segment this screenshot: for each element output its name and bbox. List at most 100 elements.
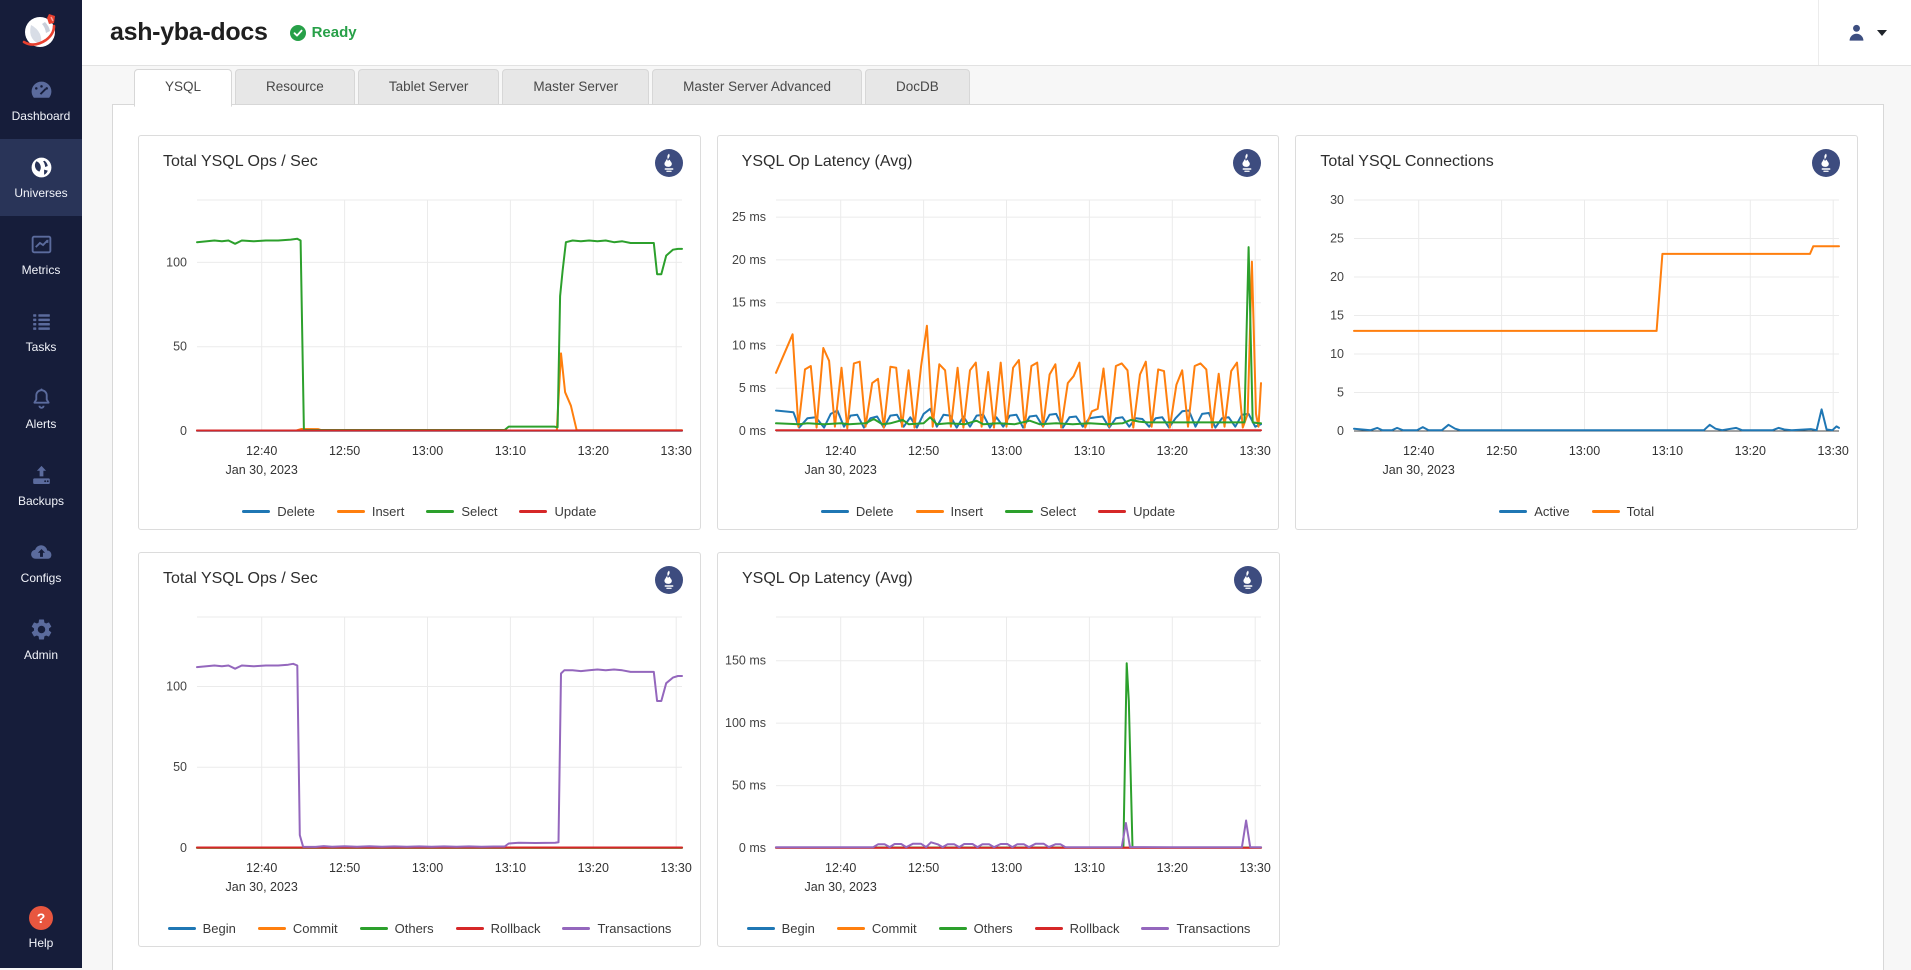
svg-text:10: 10 <box>1330 347 1344 361</box>
chart-title: Total YSQL Ops / Sec <box>163 153 318 171</box>
prometheus-icon[interactable] <box>1811 148 1841 178</box>
sidebar-item-dashboard[interactable]: Dashboard <box>0 62 82 139</box>
sidebar-item-help[interactable]: ? Help <box>0 892 82 962</box>
metrics-icon <box>29 232 54 257</box>
tab-master-server-advanced[interactable]: Master Server Advanced <box>652 69 862 105</box>
legend-item-commit[interactable]: Commit <box>258 921 338 936</box>
chart-title: YSQL Op Latency (Avg) <box>742 153 913 171</box>
legend-item-update[interactable]: Update <box>519 504 596 519</box>
admin-gear-icon <box>29 617 54 642</box>
legend-swatch <box>456 927 484 930</box>
prometheus-icon[interactable] <box>654 148 684 178</box>
sidebar-item-label: Help <box>29 936 54 950</box>
legend-swatch <box>360 927 388 930</box>
user-menu[interactable] <box>1818 0 1911 65</box>
prometheus-icon[interactable] <box>1233 565 1263 595</box>
svg-text:50: 50 <box>173 340 187 354</box>
sidebar-item-admin[interactable]: Admin <box>0 601 82 678</box>
svg-text:13:10: 13:10 <box>495 861 526 875</box>
svg-text:13:10: 13:10 <box>1074 861 1105 875</box>
chevron-down-icon <box>1877 30 1887 36</box>
sidebar-item-label: Dashboard <box>12 109 71 123</box>
page-title: ash-yba-docs <box>110 18 268 47</box>
legend-item-rollback[interactable]: Rollback <box>1035 921 1120 936</box>
check-circle-icon <box>290 25 306 41</box>
svg-text:10 ms: 10 ms <box>732 338 766 352</box>
legend-item-others[interactable]: Others <box>939 921 1013 936</box>
legend-item-insert[interactable]: Insert <box>916 504 984 519</box>
svg-text:20: 20 <box>1330 270 1344 284</box>
tab-master-server[interactable]: Master Server <box>502 69 649 105</box>
legend-item-select[interactable]: Select <box>426 504 497 519</box>
svg-text:13:00: 13:00 <box>1569 444 1600 458</box>
legend-swatch <box>562 927 590 930</box>
legend-item-delete[interactable]: Delete <box>821 504 894 519</box>
prometheus-icon[interactable] <box>1232 148 1262 178</box>
sidebar-item-label: Universes <box>14 186 67 200</box>
legend-swatch <box>1098 510 1126 513</box>
svg-text:Jan 30, 2023: Jan 30, 2023 <box>226 463 298 477</box>
svg-text:Jan 30, 2023: Jan 30, 2023 <box>804 463 876 477</box>
legend-swatch <box>1035 927 1063 930</box>
legend-swatch <box>821 510 849 513</box>
sidebar-item-alerts[interactable]: Alerts <box>0 370 82 447</box>
svg-text:13:10: 13:10 <box>1073 444 1104 458</box>
legend-item-rollback[interactable]: Rollback <box>456 921 541 936</box>
svg-text:13:20: 13:20 <box>578 444 609 458</box>
legend-item-total[interactable]: Total <box>1592 504 1654 519</box>
sidebar-item-universes[interactable]: Universes <box>0 139 82 216</box>
legend-item-begin[interactable]: Begin <box>747 921 815 936</box>
sidebar-spacer <box>0 678 82 892</box>
svg-text:5: 5 <box>1337 386 1344 400</box>
chart-title: Total YSQL Ops / Sec <box>163 570 318 588</box>
sidebar-item-configs[interactable]: Configs <box>0 524 82 601</box>
svg-text:25: 25 <box>1330 232 1344 246</box>
yugabyte-logo-icon <box>18 8 64 54</box>
legend-item-commit[interactable]: Commit <box>837 921 917 936</box>
legend-item-update[interactable]: Update <box>1098 504 1175 519</box>
prometheus-icon[interactable] <box>654 565 684 595</box>
sidebar-item-backups[interactable]: Backups <box>0 447 82 524</box>
sidebar: Dashboard Universes Metrics Tasks <box>0 0 82 968</box>
svg-text:Jan 30, 2023: Jan 30, 2023 <box>805 880 877 894</box>
legend-item-insert[interactable]: Insert <box>337 504 405 519</box>
svg-text:100: 100 <box>166 255 187 269</box>
legend-item-begin[interactable]: Begin <box>168 921 236 936</box>
dashboard-icon <box>29 78 54 103</box>
svg-text:13:20: 13:20 <box>1735 444 1766 458</box>
header: ash-yba-docs Ready <box>82 0 1911 66</box>
svg-text:0 ms: 0 ms <box>739 841 766 855</box>
svg-text:12:40: 12:40 <box>825 444 856 458</box>
legend-swatch <box>242 510 270 513</box>
tab-resource[interactable]: Resource <box>235 69 355 105</box>
sidebar-item-metrics[interactable]: Metrics <box>0 216 82 293</box>
legend-item-others[interactable]: Others <box>360 921 434 936</box>
legend-swatch <box>1141 927 1169 930</box>
tab-ysql[interactable]: YSQL <box>134 69 232 107</box>
svg-text:12:50: 12:50 <box>908 861 939 875</box>
legend-item-active[interactable]: Active <box>1499 504 1569 519</box>
svg-text:?: ? <box>37 910 46 926</box>
app-logo[interactable] <box>0 0 82 62</box>
legend-item-select[interactable]: Select <box>1005 504 1076 519</box>
legend-swatch <box>258 927 286 930</box>
svg-text:50 ms: 50 ms <box>732 779 766 793</box>
svg-text:13:20: 13:20 <box>578 861 609 875</box>
sidebar-item-tasks[interactable]: Tasks <box>0 293 82 370</box>
legend-item-transactions[interactable]: Transactions <box>1141 921 1250 936</box>
svg-text:15 ms: 15 ms <box>732 296 766 310</box>
legend-item-transactions[interactable]: Transactions <box>562 921 671 936</box>
tab-docdb[interactable]: DocDB <box>865 69 970 105</box>
legend-item-delete[interactable]: Delete <box>242 504 315 519</box>
tab-tablet-server[interactable]: Tablet Server <box>358 69 500 105</box>
svg-text:0: 0 <box>1337 424 1344 438</box>
chart-legend: Begin Commit Others Rollback Transactions <box>718 921 1279 936</box>
svg-text:20 ms: 20 ms <box>732 253 766 267</box>
legend-swatch <box>1499 510 1527 513</box>
